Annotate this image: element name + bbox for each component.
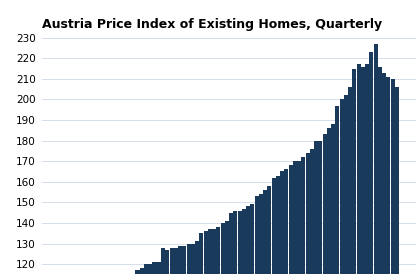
Bar [225,221,229,274]
Bar [335,106,339,274]
Bar [204,231,207,274]
Bar [212,229,216,274]
Bar [305,153,310,274]
Bar [365,64,369,274]
Bar [323,134,327,274]
Bar [165,250,169,274]
Bar [140,268,144,274]
Bar [373,44,378,274]
Bar [263,190,267,274]
Bar [293,161,297,274]
Bar [369,52,373,274]
Bar [178,246,182,274]
Bar [301,157,305,274]
Bar [267,186,271,274]
Bar [199,233,203,274]
Bar [182,246,186,274]
Bar [237,211,242,274]
Bar [191,244,195,274]
Bar [246,206,250,274]
Bar [229,213,233,274]
Bar [276,176,280,274]
Bar [386,77,390,274]
Bar [152,262,157,274]
Bar [216,227,221,274]
Bar [271,178,276,274]
Bar [242,209,246,274]
Bar [357,64,360,274]
Bar [280,171,284,274]
Bar [344,95,348,274]
Bar [161,248,165,274]
Bar [297,161,301,274]
Bar [255,196,259,274]
Bar [157,262,161,274]
Bar [186,244,191,274]
Bar [284,169,288,274]
Bar [148,264,152,274]
Bar [318,141,322,274]
Bar [314,141,318,274]
Bar [136,270,139,274]
Bar [378,67,382,274]
Bar [250,204,254,274]
Bar [144,264,148,274]
Bar [391,79,394,274]
Bar [208,229,212,274]
Bar [195,241,199,274]
Bar [170,248,173,274]
Bar [339,99,344,274]
Bar [220,223,225,274]
Bar [310,149,314,274]
Text: Austria Price Index of Existing Homes, Quarterly: Austria Price Index of Existing Homes, Q… [42,18,382,31]
Bar [289,165,293,274]
Bar [327,128,331,274]
Bar [352,69,356,274]
Bar [174,248,178,274]
Bar [233,211,237,274]
Bar [361,67,365,274]
Bar [395,87,399,274]
Bar [331,124,335,274]
Bar [259,194,263,274]
Bar [348,87,352,274]
Bar [382,73,386,274]
